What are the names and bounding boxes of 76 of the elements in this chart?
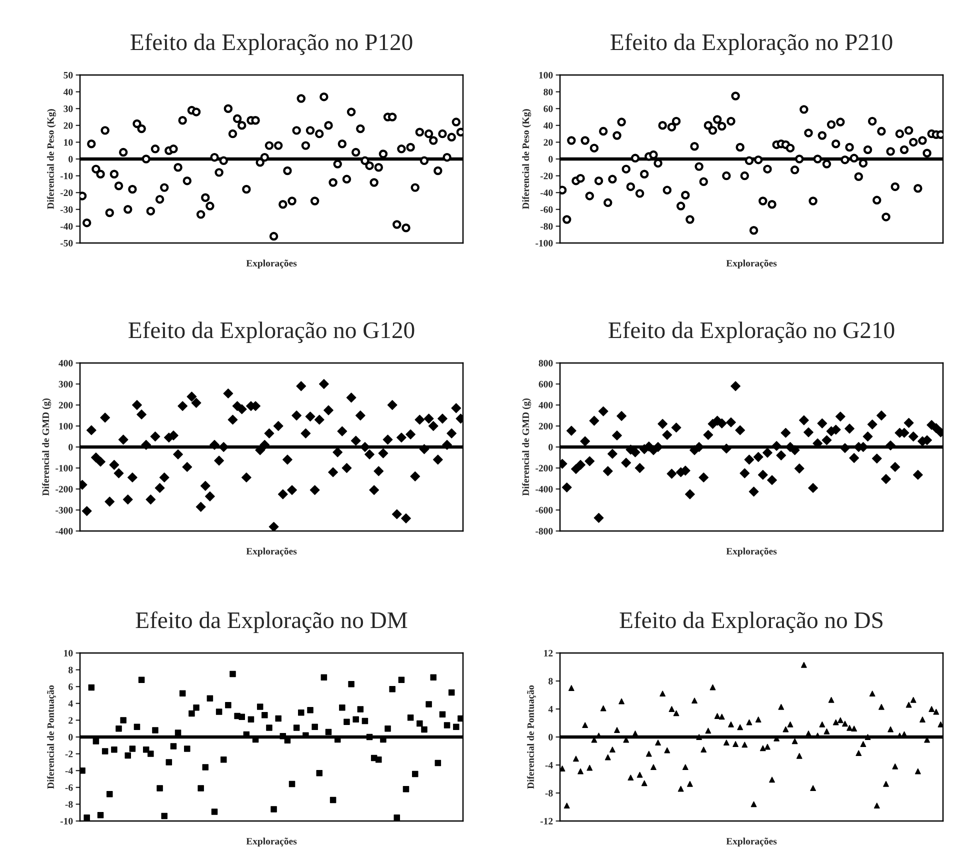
y-tick-label: 100 bbox=[59, 422, 73, 430]
chart-title: Efeito da Exploração no G210 bbox=[608, 321, 894, 344]
y-tick-label: -12 bbox=[540, 818, 553, 824]
chart-title: Efeito da Exploração no P120 bbox=[130, 33, 412, 56]
y-tick-label: -20 bbox=[60, 190, 73, 196]
y-tick-label: -80 bbox=[540, 223, 553, 230]
y-tick-label: 0 bbox=[548, 734, 553, 740]
y-tick-label: -60 bbox=[540, 206, 553, 213]
x-axis-title: Explorações bbox=[246, 548, 297, 556]
y-tick-label: -400 bbox=[536, 486, 553, 492]
y-tick-label: 0 bbox=[68, 444, 73, 450]
x-axis-title: Explorações bbox=[726, 260, 777, 268]
y-axis-title: Diferencial de Pontuação bbox=[527, 685, 536, 789]
y-tick-label: 200 bbox=[58, 402, 73, 408]
y-tick-label: -600 bbox=[536, 506, 553, 514]
y-tick-label: 30 bbox=[64, 106, 73, 112]
y-tick-label: 10 bbox=[64, 650, 73, 656]
y-tick-label: -20 bbox=[540, 172, 553, 180]
y-tick-label: -6 bbox=[65, 784, 73, 791]
y-tick-label: -40 bbox=[60, 223, 73, 230]
y-tick-label: -30 bbox=[60, 206, 73, 213]
y-tick-label: 600 bbox=[538, 380, 553, 388]
y-tick-label: 8 bbox=[548, 678, 553, 684]
chart-title: Efeito da Exploração no G120 bbox=[128, 321, 414, 344]
y-tick-label: 100 bbox=[539, 72, 553, 78]
y-tick-label: -100 bbox=[56, 464, 73, 472]
y-tick-label: -4 bbox=[65, 768, 73, 774]
chart-title: Efeito da Exploração no DM bbox=[136, 611, 408, 634]
y-tick-label: -10 bbox=[60, 172, 73, 180]
y-tick-label: 20 bbox=[544, 139, 553, 146]
y-tick-label: -8 bbox=[65, 801, 73, 808]
y-tick-label: 10 bbox=[64, 139, 73, 146]
y-tick-label: 800 bbox=[538, 360, 553, 366]
y-axis-title: Diferencial de Peso (Kg) bbox=[522, 109, 532, 210]
y-tick-label: 20 bbox=[64, 122, 73, 129]
y-tick-label: -300 bbox=[56, 506, 73, 514]
y-tick-label: -100 bbox=[536, 240, 553, 246]
y-tick-label: 40 bbox=[543, 122, 553, 129]
y-tick-label: 60 bbox=[544, 106, 553, 112]
y-tick-label: 12 bbox=[544, 650, 553, 656]
x-axis-title: Explorações bbox=[726, 838, 777, 846]
y-tick-label: 0 bbox=[68, 156, 73, 162]
y-tick-label: 50 bbox=[64, 72, 73, 78]
y-tick-label: -400 bbox=[56, 528, 73, 534]
y-tick-label: 400 bbox=[58, 360, 73, 366]
y-tick-label: -40 bbox=[540, 190, 553, 196]
y-tick-label: 40 bbox=[63, 88, 73, 96]
y-tick-label: 4 bbox=[548, 706, 553, 712]
y-tick-label: 80 bbox=[544, 88, 553, 96]
y-axis-title: Diferencial de Peso (Kg) bbox=[46, 109, 56, 210]
y-tick-label: 8 bbox=[68, 666, 73, 674]
y-tick-label: 300 bbox=[58, 380, 73, 388]
y-tick-label: 200 bbox=[538, 422, 553, 430]
y-tick-label: 0 bbox=[548, 444, 553, 450]
y-tick-label: 0 bbox=[68, 734, 73, 740]
chart-title: Efeito da Exploração no P210 bbox=[610, 33, 892, 56]
y-axis-title: Diferencial de GMD (g) bbox=[522, 398, 532, 496]
y-tick-label: 0 bbox=[548, 156, 553, 162]
y-tick-label: -800 bbox=[536, 528, 553, 534]
x-axis-title: Explorações bbox=[726, 548, 777, 556]
y-tick-label: -4 bbox=[545, 762, 553, 768]
y-tick-label: -10 bbox=[60, 818, 73, 824]
y-tick-label: 400 bbox=[538, 402, 553, 408]
y-tick-label: -50 bbox=[60, 240, 73, 246]
x-axis-title: Explorações bbox=[246, 838, 297, 846]
y-axis-title: Diferencial de GMD (g) bbox=[42, 398, 52, 496]
chart-title: Efeito da Exploração no DS bbox=[620, 611, 882, 634]
x-axis-title: Explorações bbox=[246, 260, 297, 268]
y-tick-label: 2 bbox=[68, 717, 73, 724]
y-tick-label: 4 bbox=[68, 700, 73, 707]
y-tick-label: -200 bbox=[56, 486, 73, 492]
y-tick-label: 6 bbox=[68, 684, 73, 690]
y-axis-title: Diferencial de Pontuação bbox=[47, 685, 56, 789]
y-tick-label: -2 bbox=[65, 750, 73, 758]
y-tick-label: -200 bbox=[536, 464, 553, 472]
y-tick-label: -8 bbox=[545, 790, 553, 796]
